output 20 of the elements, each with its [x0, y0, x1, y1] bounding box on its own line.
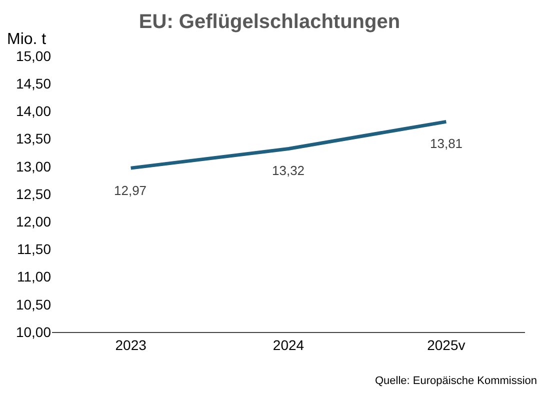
- data-label: 12,97: [114, 183, 147, 198]
- x-tick-label: 2024: [272, 336, 304, 353]
- y-tick-label: 13,50: [16, 130, 52, 147]
- y-tick-label: 15,00: [16, 48, 52, 64]
- y-tick-label: 12,50: [16, 186, 52, 202]
- y-tick-label: 14,00: [16, 103, 52, 120]
- chart-title: EU: Geflügelschlachtungen: [138, 10, 400, 33]
- x-tick-label: 2025v: [427, 336, 466, 353]
- y-tick-label: 11,00: [17, 268, 52, 285]
- y-tick-label: 11,50: [17, 241, 52, 258]
- data-label: 13,32: [272, 163, 305, 178]
- y-axis-title: Mio. t: [7, 31, 47, 48]
- y-tick-label: 12,00: [16, 214, 52, 230]
- data-label: 13,81: [430, 136, 463, 151]
- y-tick-label: 14,50: [16, 76, 52, 92]
- source-note: Quelle: Europäische Kommission: [375, 375, 538, 387]
- y-tick-label: 10,50: [16, 296, 52, 312]
- y-tick-label: 10,00: [16, 324, 52, 340]
- y-tick-label: 13,00: [16, 158, 52, 174]
- x-tick-label: 2023: [115, 336, 147, 353]
